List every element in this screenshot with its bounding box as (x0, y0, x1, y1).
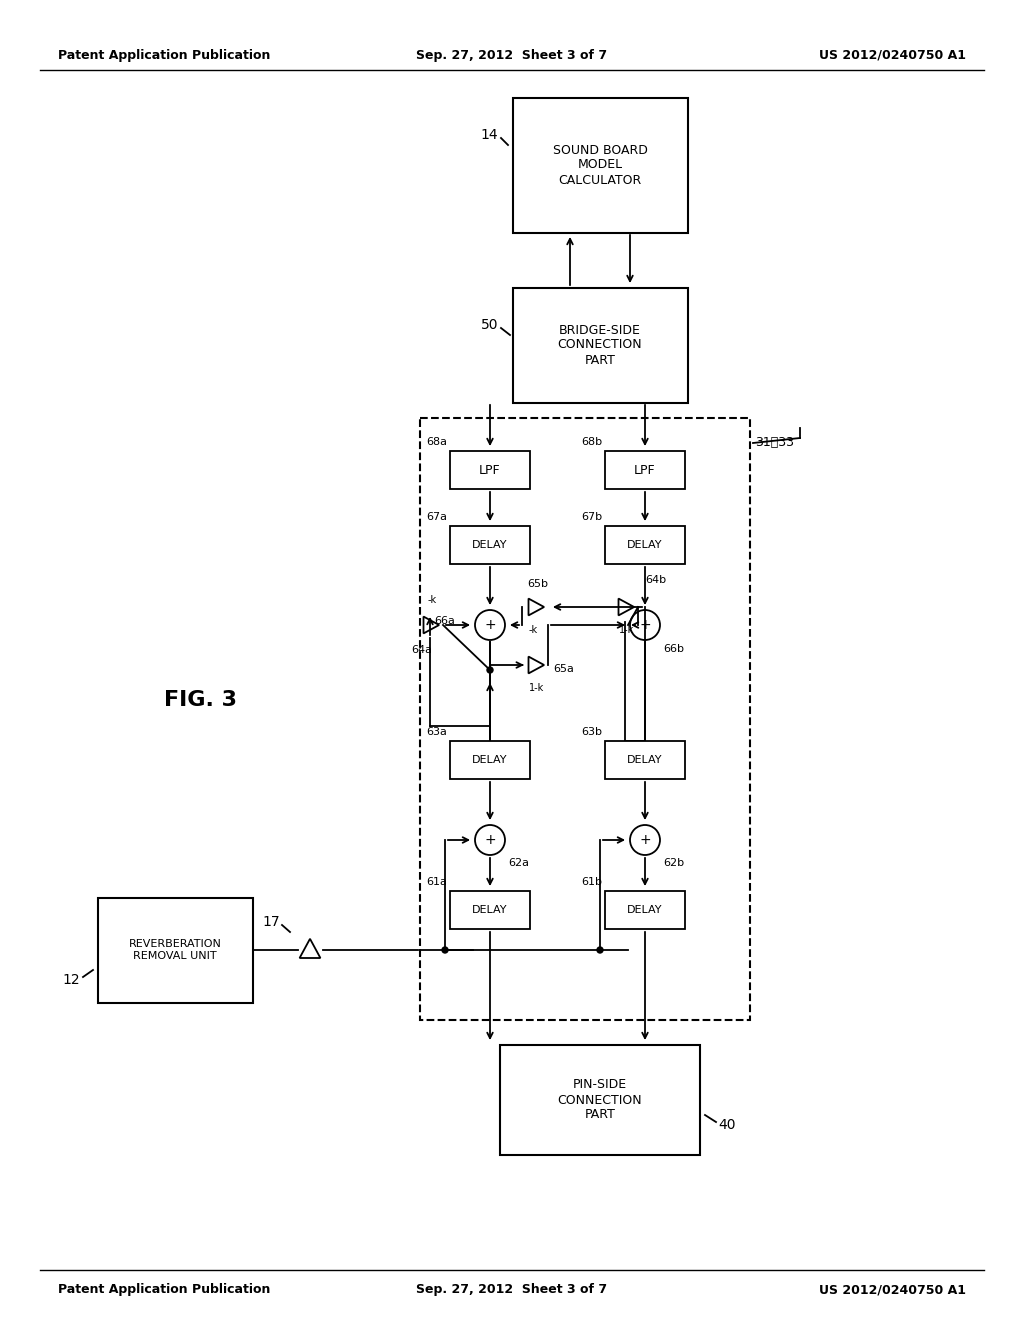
Text: REVERBERATION
REMOVAL UNIT: REVERBERATION REMOVAL UNIT (129, 940, 221, 961)
Text: DELAY: DELAY (628, 906, 663, 915)
Text: 64a: 64a (412, 645, 432, 655)
Text: +: + (484, 618, 496, 632)
Text: 67a: 67a (426, 512, 447, 521)
Text: Sep. 27, 2012  Sheet 3 of 7: Sep. 27, 2012 Sheet 3 of 7 (417, 49, 607, 62)
Text: 68a: 68a (426, 437, 447, 447)
Text: 66b: 66b (663, 644, 684, 653)
Text: 63b: 63b (581, 727, 602, 737)
Text: 1-k: 1-k (620, 624, 635, 635)
Text: 61a: 61a (426, 876, 447, 887)
Text: Patent Application Publication: Patent Application Publication (58, 1283, 270, 1296)
Text: 66a: 66a (434, 616, 455, 626)
Text: 1-k: 1-k (529, 682, 545, 693)
Text: 40: 40 (718, 1118, 735, 1133)
Text: DELAY: DELAY (472, 755, 508, 766)
Text: 63a: 63a (426, 727, 447, 737)
FancyBboxPatch shape (605, 891, 685, 929)
Polygon shape (300, 939, 321, 958)
Text: 65a: 65a (553, 664, 573, 675)
Text: LPF: LPF (634, 463, 655, 477)
Text: 67b: 67b (581, 512, 602, 521)
Text: 65b: 65b (527, 579, 549, 589)
Text: LPF: LPF (479, 463, 501, 477)
Polygon shape (424, 616, 439, 634)
FancyBboxPatch shape (450, 451, 530, 488)
Text: Patent Application Publication: Patent Application Publication (58, 49, 270, 62)
Text: +: + (639, 833, 651, 847)
FancyBboxPatch shape (97, 898, 253, 1002)
Text: US 2012/0240750 A1: US 2012/0240750 A1 (819, 49, 966, 62)
Text: Sep. 27, 2012  Sheet 3 of 7: Sep. 27, 2012 Sheet 3 of 7 (417, 1283, 607, 1296)
FancyBboxPatch shape (500, 1045, 700, 1155)
Text: 12: 12 (62, 973, 80, 987)
Text: -k: -k (427, 595, 436, 605)
Text: BRIDGE-SIDE
CONNECTION
PART: BRIDGE-SIDE CONNECTION PART (558, 323, 642, 367)
Polygon shape (528, 656, 544, 673)
Text: -k: -k (528, 624, 538, 635)
Text: DELAY: DELAY (472, 906, 508, 915)
Circle shape (597, 946, 603, 953)
Polygon shape (528, 598, 544, 615)
Text: DELAY: DELAY (628, 755, 663, 766)
Polygon shape (618, 598, 634, 615)
Text: 14: 14 (480, 128, 498, 143)
FancyBboxPatch shape (512, 98, 687, 232)
Text: DELAY: DELAY (472, 540, 508, 550)
Text: 64b: 64b (645, 576, 667, 585)
Text: DELAY: DELAY (628, 540, 663, 550)
Text: 61b: 61b (581, 876, 602, 887)
Text: 31～33: 31～33 (755, 437, 794, 450)
Text: US 2012/0240750 A1: US 2012/0240750 A1 (819, 1283, 966, 1296)
FancyBboxPatch shape (605, 451, 685, 488)
FancyBboxPatch shape (605, 525, 685, 564)
Text: 68b: 68b (581, 437, 602, 447)
FancyBboxPatch shape (605, 741, 685, 779)
Text: 17: 17 (262, 915, 280, 929)
Text: +: + (639, 618, 651, 632)
Circle shape (487, 667, 493, 673)
FancyBboxPatch shape (450, 741, 530, 779)
FancyBboxPatch shape (450, 891, 530, 929)
Text: 50: 50 (480, 318, 498, 333)
Text: PIN-SIDE
CONNECTION
PART: PIN-SIDE CONNECTION PART (558, 1078, 642, 1122)
Text: FIG. 3: FIG. 3 (164, 690, 237, 710)
FancyBboxPatch shape (450, 525, 530, 564)
Text: SOUND BOARD
MODEL
CALCULATOR: SOUND BOARD MODEL CALCULATOR (553, 144, 647, 186)
Text: 62a: 62a (508, 858, 529, 869)
FancyBboxPatch shape (512, 288, 687, 403)
Circle shape (442, 946, 449, 953)
Text: 62b: 62b (663, 858, 684, 869)
Text: +: + (484, 833, 496, 847)
